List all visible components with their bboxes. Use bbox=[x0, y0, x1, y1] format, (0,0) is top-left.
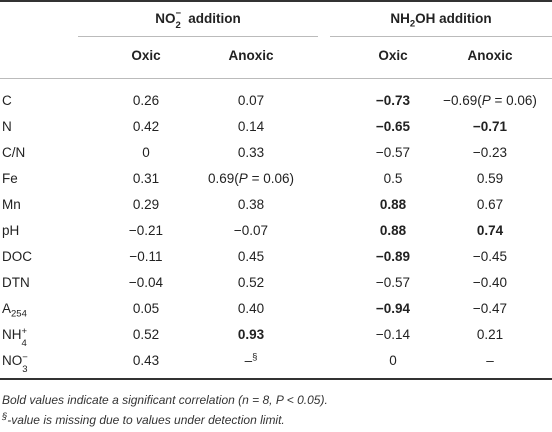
row-label-nh4: NH +4 bbox=[2, 326, 28, 349]
row-label-cn: C/N bbox=[2, 145, 26, 160]
cell-n-anoxic-nh2oh: −0.71 bbox=[472, 119, 508, 134]
table-top-rule bbox=[0, 0, 552, 2]
cell-cn-anoxic-nh2oh: −0.23 bbox=[472, 145, 508, 160]
cell-c-anoxic-nh2oh: −0.69(P = 0.06) bbox=[443, 93, 537, 108]
cell-nh4-oxic-nh2oh: −0.14 bbox=[375, 327, 411, 342]
group1-base: NO bbox=[155, 11, 176, 26]
cell-a254-anoxic-nh2oh: −0.47 bbox=[472, 301, 508, 316]
cell-nh4-oxic-no2: 0.52 bbox=[132, 327, 160, 342]
cell-no3-oxic-no2: 0.43 bbox=[132, 353, 160, 368]
group1-subsup: −2 bbox=[175, 8, 182, 31]
cell-dtn-oxic-no2: −0.04 bbox=[128, 275, 164, 290]
row-label-fe: Fe bbox=[2, 171, 18, 186]
cell-fe-oxic-no2: 0.31 bbox=[132, 171, 160, 186]
cell-cn-oxic-nh2oh: −0.57 bbox=[375, 145, 411, 160]
row-label-mn: Mn bbox=[2, 197, 21, 212]
table-bottom-rule bbox=[0, 378, 552, 380]
cell-doc-anoxic-nh2oh: −0.45 bbox=[472, 249, 508, 264]
cell-a254-anoxic-no2: 0.40 bbox=[237, 301, 265, 316]
cell-dtn-anoxic-nh2oh: −0.40 bbox=[472, 275, 508, 290]
group-header-no2-addition: NO −2 addition bbox=[78, 8, 318, 31]
cell-no3-anoxic-no2: –§ bbox=[244, 351, 258, 368]
cell-no3-anoxic-nh2oh: – bbox=[486, 353, 494, 368]
cell-fe-anoxic-nh2oh: 0.59 bbox=[476, 171, 504, 186]
col-header-anoxic-1: Anoxic bbox=[228, 48, 274, 63]
group1-tail: addition bbox=[184, 11, 241, 26]
row-label-no3: NO −3 bbox=[2, 352, 28, 375]
cell-mn-oxic-no2: 0.29 bbox=[132, 197, 160, 212]
group2-pre: NH bbox=[390, 11, 410, 26]
cell-cn-anoxic-no2: 0.33 bbox=[237, 145, 265, 160]
cell-c-oxic-no2: 0.26 bbox=[132, 93, 160, 108]
cell-mn-anoxic-no2: 0.38 bbox=[237, 197, 265, 212]
footnote-bold-values: Bold values indicate a significant corre… bbox=[2, 393, 328, 407]
group2-underline bbox=[330, 36, 552, 37]
cell-dtn-anoxic-no2: 0.52 bbox=[237, 275, 265, 290]
cell-a254-oxic-no2: 0.05 bbox=[132, 301, 160, 316]
cell-nh4-anoxic-no2: 0.93 bbox=[237, 327, 265, 342]
cell-a254-oxic-nh2oh: −0.94 bbox=[375, 301, 411, 316]
cell-ph-oxic-no2: −0.21 bbox=[128, 223, 164, 238]
row-label-dtn: DTN bbox=[2, 275, 30, 290]
cell-cn-oxic-no2: 0 bbox=[142, 145, 150, 160]
cell-n-oxic-nh2oh: −0.65 bbox=[375, 119, 411, 134]
cell-n-anoxic-no2: 0.14 bbox=[237, 119, 265, 134]
cell-mn-anoxic-nh2oh: 0.67 bbox=[476, 197, 504, 212]
row-label-doc: DOC bbox=[2, 249, 32, 264]
row-label-n: N bbox=[2, 119, 12, 134]
group-header-nh2oh-addition: NH2OH addition bbox=[330, 11, 552, 29]
row-label-ph: pH bbox=[2, 223, 20, 238]
cell-no3-oxic-nh2oh: 0 bbox=[389, 353, 397, 368]
group2-sub: 2 bbox=[409, 18, 416, 30]
group1-underline bbox=[78, 36, 318, 37]
group2-tail: OH addition bbox=[415, 11, 492, 26]
cell-c-oxic-nh2oh: −0.73 bbox=[375, 93, 411, 108]
cell-c-anoxic-no2: 0.07 bbox=[237, 93, 265, 108]
cell-ph-oxic-nh2oh: 0.88 bbox=[379, 223, 407, 238]
cell-dtn-oxic-nh2oh: −0.57 bbox=[375, 275, 411, 290]
col-header-anoxic-2: Anoxic bbox=[467, 48, 513, 63]
cell-doc-oxic-nh2oh: −0.89 bbox=[375, 249, 411, 264]
header-bottom-rule bbox=[0, 78, 552, 79]
cell-n-oxic-no2: 0.42 bbox=[132, 119, 160, 134]
cell-nh4-anoxic-nh2oh: 0.21 bbox=[476, 327, 504, 342]
cell-ph-anoxic-no2: −0.07 bbox=[233, 223, 269, 238]
col-header-oxic-1: Oxic bbox=[131, 48, 161, 63]
cell-doc-anoxic-no2: 0.45 bbox=[237, 249, 265, 264]
col-header-oxic-2: Oxic bbox=[378, 48, 408, 63]
cell-mn-oxic-nh2oh: 0.88 bbox=[379, 197, 407, 212]
cell-fe-oxic-nh2oh: 0.5 bbox=[383, 171, 403, 186]
cell-ph-anoxic-nh2oh: 0.74 bbox=[476, 223, 504, 238]
cell-doc-oxic-no2: −0.11 bbox=[129, 249, 163, 264]
footnote-missing-value: §-value is missing due to values under d… bbox=[2, 411, 285, 427]
row-label-a254: A254 bbox=[2, 301, 27, 320]
row-label-c: C bbox=[2, 93, 12, 108]
cell-fe-anoxic-no2: 0.69(P = 0.06) bbox=[208, 171, 294, 186]
